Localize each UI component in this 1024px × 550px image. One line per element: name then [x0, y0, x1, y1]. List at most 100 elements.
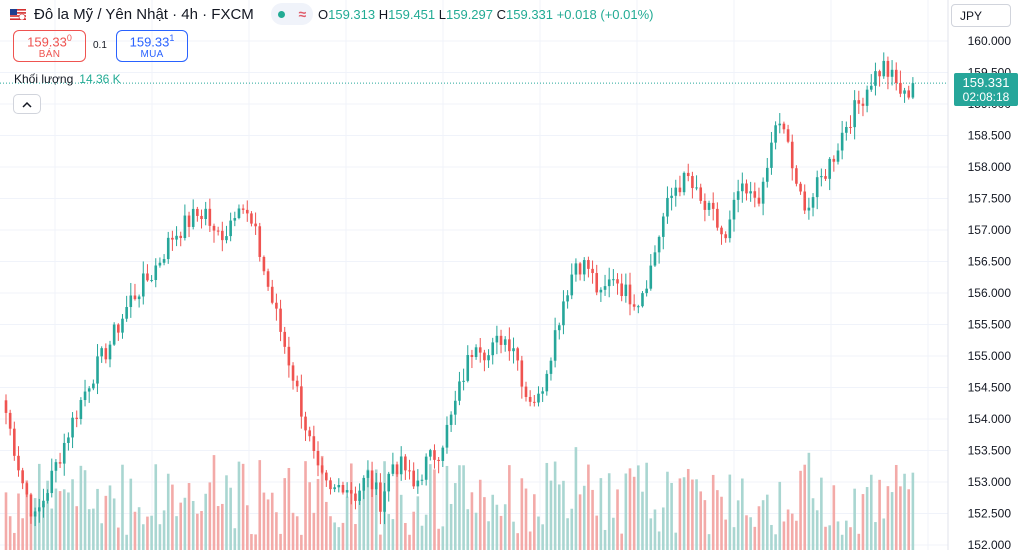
volume-bar — [736, 500, 740, 550]
currency-select[interactable]: JPY — [951, 4, 1011, 27]
volume-bar — [254, 534, 257, 550]
volume-bar — [229, 487, 232, 550]
volume-bar — [79, 465, 83, 550]
volume-bar — [191, 500, 195, 550]
volume-bar — [607, 473, 611, 550]
volume-bar — [404, 522, 407, 550]
volume-bar — [657, 531, 661, 550]
candle-body — [732, 199, 736, 220]
volume-bar — [158, 524, 162, 550]
candle-body — [283, 331, 287, 347]
volume-bar — [857, 533, 861, 550]
volume-bar — [874, 522, 877, 550]
volume-bar — [478, 479, 482, 550]
volume-bar — [379, 534, 382, 550]
volume-bar — [724, 519, 727, 550]
volume-bar — [882, 518, 886, 550]
volume-bar — [595, 515, 599, 550]
candle-body — [295, 380, 299, 387]
volume-bar — [453, 483, 457, 550]
candle-body — [187, 215, 191, 227]
candle-body — [241, 208, 245, 210]
buy-button[interactable]: 159.331 MUA — [116, 30, 188, 62]
candle-body — [840, 132, 844, 151]
candle-body — [828, 158, 831, 179]
candle-body — [861, 103, 865, 106]
candle-body — [183, 215, 187, 239]
candle-body — [749, 191, 752, 194]
price-tick-label: 156.000 — [968, 286, 1012, 300]
volume-bar — [58, 491, 62, 550]
candle-body — [845, 126, 848, 133]
candle-body — [329, 480, 332, 490]
volume-bar — [562, 480, 565, 550]
market-status[interactable]: ≈ — [271, 3, 313, 25]
candle-body — [582, 260, 586, 275]
bar-countdown: 02:08:18 — [962, 90, 1010, 104]
candle-body — [624, 284, 628, 297]
volume-bar — [853, 488, 856, 550]
volume-bar — [71, 479, 74, 550]
candle-body — [508, 339, 511, 352]
volume-bar — [233, 528, 237, 550]
volume-legend[interactable]: Khối lượng 14.36 K — [14, 72, 121, 86]
symbol-title[interactable]: Đô la Mỹ / Yên Nhật · 4h · FXCM — [34, 6, 254, 23]
volume-bar — [703, 500, 707, 550]
candle-body — [557, 325, 561, 331]
volume-bar — [612, 517, 615, 550]
price-tick-label: 153.000 — [968, 475, 1012, 489]
candle-body — [894, 69, 898, 83]
price-tick-label: 152.500 — [968, 507, 1012, 521]
volume-bar — [470, 492, 474, 550]
volume-bar — [129, 478, 133, 550]
candle-body — [720, 227, 723, 235]
candle-body — [474, 347, 478, 358]
volume-bar — [603, 529, 607, 550]
candle-body — [691, 176, 694, 189]
candle-body — [612, 279, 615, 281]
price-tick-label: 158.500 — [968, 129, 1012, 143]
candle-body — [383, 491, 386, 512]
volume-bar — [749, 517, 752, 550]
candle-body — [799, 183, 802, 192]
candle-body — [533, 401, 536, 403]
volume-bar — [179, 502, 183, 550]
candle-body — [150, 279, 153, 281]
candle-body — [300, 386, 303, 417]
candle-body — [429, 450, 432, 457]
candle-body — [753, 191, 757, 198]
volume-bar — [171, 484, 174, 550]
sell-button[interactable]: 159.330 BÁN — [13, 30, 86, 62]
volume-bar — [670, 482, 673, 550]
candle-body — [404, 456, 407, 471]
volume-bar — [533, 494, 536, 550]
volume-bar — [753, 526, 757, 550]
candle-body — [117, 324, 120, 333]
volume-bar — [295, 516, 299, 550]
volume-bar — [907, 489, 911, 550]
candle-body — [8, 412, 12, 429]
candle-body — [503, 339, 507, 345]
volume-bar — [641, 491, 644, 550]
candle-body — [266, 271, 270, 287]
volume-bar — [449, 503, 453, 550]
candle-body — [903, 90, 906, 94]
candle-body — [308, 430, 311, 437]
collapse-legend-button[interactable] — [13, 94, 41, 114]
candle-body — [320, 465, 324, 473]
volume-bar — [50, 508, 54, 550]
ohlc-legend: O159.313 H159.451 L159.297 C159.331 +0.0… — [318, 7, 654, 22]
candle-body — [795, 168, 798, 184]
last-price-value: 159.331 — [962, 75, 1010, 90]
close-label: C — [496, 7, 507, 22]
volume-bar — [258, 460, 262, 550]
candle-body — [524, 386, 528, 397]
candle-body — [516, 348, 519, 361]
candle-body — [874, 71, 877, 86]
candle-body — [200, 215, 203, 220]
volume-bar — [208, 482, 212, 550]
volume-bar — [487, 521, 490, 550]
price-tick-label: 157.500 — [968, 192, 1012, 206]
candle-body — [399, 456, 403, 475]
